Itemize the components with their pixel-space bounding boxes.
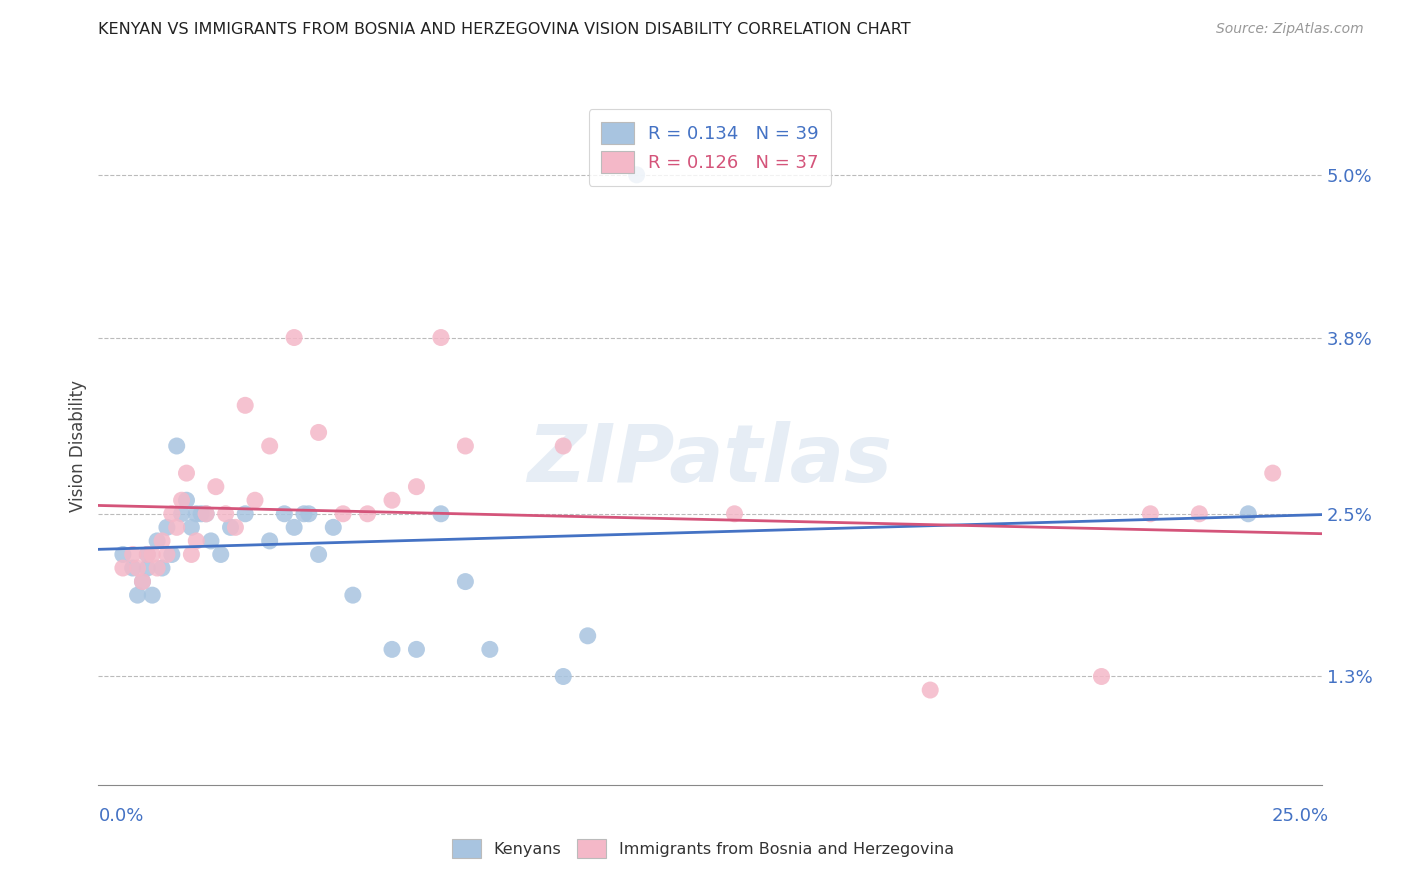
Point: [283, 520, 305, 534]
Point: [111, 561, 134, 575]
Point: [723, 507, 745, 521]
Point: [111, 548, 134, 562]
Point: [176, 493, 198, 508]
Text: 0.0%: 0.0%: [98, 807, 143, 825]
Point: [131, 574, 153, 589]
Point: [308, 425, 330, 440]
Point: [146, 561, 169, 575]
Point: [170, 493, 193, 508]
Point: [166, 520, 188, 534]
Point: [146, 533, 169, 548]
Point: [553, 439, 575, 453]
Text: 25.0%: 25.0%: [1271, 807, 1329, 825]
Point: [553, 669, 575, 683]
Point: [160, 548, 183, 562]
Point: [156, 548, 179, 562]
Legend: R = 0.134   N = 39, R = 0.126   N = 37: R = 0.134 N = 39, R = 0.126 N = 37: [589, 110, 831, 186]
Point: [180, 520, 202, 534]
Point: [195, 507, 218, 521]
Point: [141, 548, 163, 562]
Text: ZIPatlas: ZIPatlas: [527, 420, 893, 499]
Point: [430, 507, 453, 521]
Point: [205, 480, 228, 494]
Point: [576, 629, 599, 643]
Point: [127, 588, 149, 602]
Point: [170, 507, 193, 521]
Point: [308, 548, 330, 562]
Point: [180, 548, 202, 562]
Point: [454, 439, 477, 453]
Point: [141, 588, 163, 602]
Point: [190, 507, 212, 521]
Point: [405, 480, 427, 494]
Point: [332, 507, 354, 521]
Point: [259, 439, 281, 453]
Point: [166, 439, 188, 453]
Y-axis label: Vision Disability: Vision Disability: [69, 380, 87, 512]
Point: [186, 533, 208, 548]
Point: [160, 507, 183, 521]
Text: KENYAN VS IMMIGRANTS FROM BOSNIA AND HERZEGOVINA VISION DISABILITY CORRELATION C: KENYAN VS IMMIGRANTS FROM BOSNIA AND HER…: [98, 22, 911, 37]
Point: [176, 466, 198, 480]
Point: [1261, 466, 1284, 480]
Point: [430, 330, 453, 344]
Point: [273, 507, 295, 521]
Point: [342, 588, 364, 602]
Point: [150, 561, 173, 575]
Point: [136, 548, 159, 562]
Point: [298, 507, 321, 521]
Point: [243, 493, 266, 508]
Point: [121, 561, 143, 575]
Point: [356, 507, 378, 521]
Point: [200, 533, 222, 548]
Point: [1090, 669, 1112, 683]
Point: [127, 561, 149, 575]
Point: [405, 642, 427, 657]
Point: [1188, 507, 1211, 521]
Text: Source: ZipAtlas.com: Source: ZipAtlas.com: [1216, 22, 1364, 37]
Point: [131, 574, 153, 589]
Point: [478, 642, 501, 657]
Point: [292, 507, 315, 521]
Point: [136, 561, 159, 575]
Point: [233, 507, 256, 521]
Point: [233, 398, 256, 412]
Point: [121, 548, 143, 562]
Point: [186, 507, 208, 521]
Point: [283, 330, 305, 344]
Point: [259, 533, 281, 548]
Legend: Kenyans, Immigrants from Bosnia and Herzegovina: Kenyans, Immigrants from Bosnia and Herz…: [444, 830, 962, 866]
Point: [1139, 507, 1161, 521]
Point: [224, 520, 246, 534]
Point: [209, 548, 232, 562]
Point: [136, 548, 159, 562]
Point: [381, 493, 404, 508]
Point: [219, 520, 242, 534]
Point: [626, 168, 648, 182]
Point: [322, 520, 344, 534]
Point: [150, 533, 173, 548]
Point: [156, 520, 179, 534]
Point: [195, 507, 218, 521]
Point: [214, 507, 236, 521]
Point: [381, 642, 404, 657]
Point: [454, 574, 477, 589]
Point: [920, 683, 942, 698]
Point: [1237, 507, 1260, 521]
